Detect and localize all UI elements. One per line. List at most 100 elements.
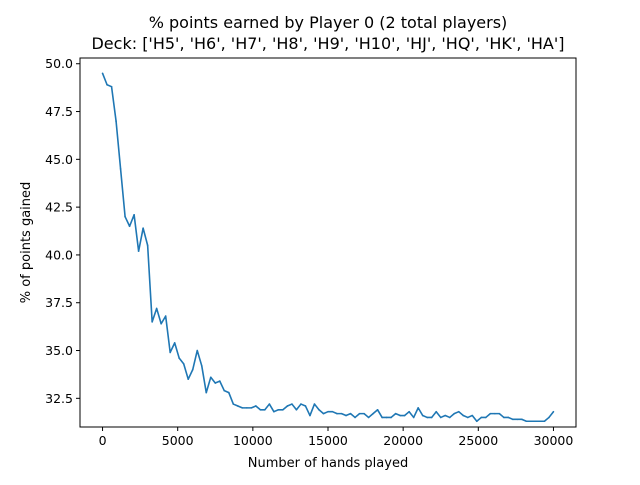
data-point <box>539 420 541 423</box>
data-point <box>101 72 104 75</box>
data-point <box>318 408 320 411</box>
data-point <box>155 307 158 310</box>
data-point <box>160 322 162 325</box>
data-point <box>205 391 208 394</box>
data-point <box>358 412 361 415</box>
data-point <box>178 357 180 359</box>
data-point <box>394 412 397 415</box>
x-tick-label: 15000 <box>308 433 348 448</box>
data-point <box>277 408 280 411</box>
data-point <box>191 368 194 371</box>
data-point <box>376 408 379 411</box>
data-point <box>403 414 406 417</box>
y-tick-label: 32.5 <box>45 391 73 406</box>
data-point <box>354 416 356 419</box>
data-point <box>164 315 167 317</box>
data-point <box>349 412 352 415</box>
data-point <box>228 391 230 394</box>
data-point <box>237 405 239 407</box>
data-point <box>512 418 514 421</box>
data-point <box>381 416 383 419</box>
data-point <box>309 414 311 417</box>
data-point <box>390 416 392 419</box>
data-point <box>448 416 451 419</box>
data-point <box>232 403 235 405</box>
data-point <box>408 410 410 413</box>
data-point <box>304 405 307 407</box>
data-point <box>489 412 492 415</box>
data-point <box>552 410 555 413</box>
data-point <box>151 321 153 323</box>
data-point <box>241 407 244 409</box>
data-point <box>548 416 550 419</box>
data-point <box>399 414 401 417</box>
data-point <box>471 414 474 417</box>
data-point <box>264 408 266 411</box>
data-point <box>209 376 212 379</box>
y-tick-label: 45.0 <box>45 152 73 167</box>
y-tick-label: 47.5 <box>45 104 73 119</box>
data-point <box>462 414 465 417</box>
data-point <box>106 83 108 86</box>
data-point <box>466 416 469 419</box>
data-point <box>494 412 496 415</box>
data-point <box>435 410 438 413</box>
data-point <box>516 418 519 421</box>
data-point <box>530 420 532 423</box>
y-tick-label: 37.5 <box>45 295 73 310</box>
y-tick-label: 50.0 <box>45 56 73 71</box>
data-point <box>169 351 171 354</box>
chart-title: % points earned by Player 0 (2 total pla… <box>149 13 508 32</box>
plot-area: 0 5000 10000 15000 20000 25000 30000 32.5 35.0 37… <box>45 56 573 448</box>
data-point <box>485 416 487 419</box>
data-point <box>421 414 424 417</box>
data-point <box>255 405 257 407</box>
data-point <box>534 420 537 423</box>
data-point <box>439 416 442 419</box>
data-point <box>476 420 478 423</box>
data-point <box>142 227 144 229</box>
x-tick-label: 30000 <box>534 433 574 448</box>
data-point <box>115 120 117 122</box>
data-point <box>345 414 347 417</box>
data-point <box>331 410 334 413</box>
data-point <box>196 349 199 352</box>
data-point <box>457 410 460 413</box>
data-point <box>322 412 325 415</box>
data-point <box>273 410 275 413</box>
y-axis-label: % of points gained <box>19 182 34 304</box>
data-point <box>367 416 370 419</box>
data-point <box>146 244 149 247</box>
data-point <box>503 416 505 419</box>
x-tick-label: 25000 <box>458 433 498 448</box>
data-point <box>507 416 510 419</box>
data-point <box>214 382 217 384</box>
data-point <box>363 412 365 415</box>
data-point <box>286 405 289 407</box>
data-point <box>187 378 190 381</box>
data-point <box>372 412 374 415</box>
data-point <box>137 250 140 252</box>
data-point <box>173 342 176 344</box>
data-point <box>385 416 388 419</box>
data-point <box>133 213 135 216</box>
data-point <box>444 414 447 417</box>
y-tick-label: 42.5 <box>45 200 73 215</box>
data-point <box>336 412 338 415</box>
y-tick-label: 40.0 <box>45 247 73 262</box>
data-point <box>282 408 284 411</box>
data-point <box>300 403 302 405</box>
x-tick-label: 0 <box>99 433 107 448</box>
data-point <box>268 403 271 405</box>
data-point <box>119 168 122 170</box>
data-point <box>453 412 456 415</box>
data-point <box>327 410 329 413</box>
axes-frame <box>79 57 577 428</box>
y-tick-label: 35.0 <box>45 343 73 358</box>
data-point <box>340 412 343 415</box>
data-point <box>543 420 546 423</box>
data-point <box>259 408 262 411</box>
data-point <box>182 363 185 365</box>
